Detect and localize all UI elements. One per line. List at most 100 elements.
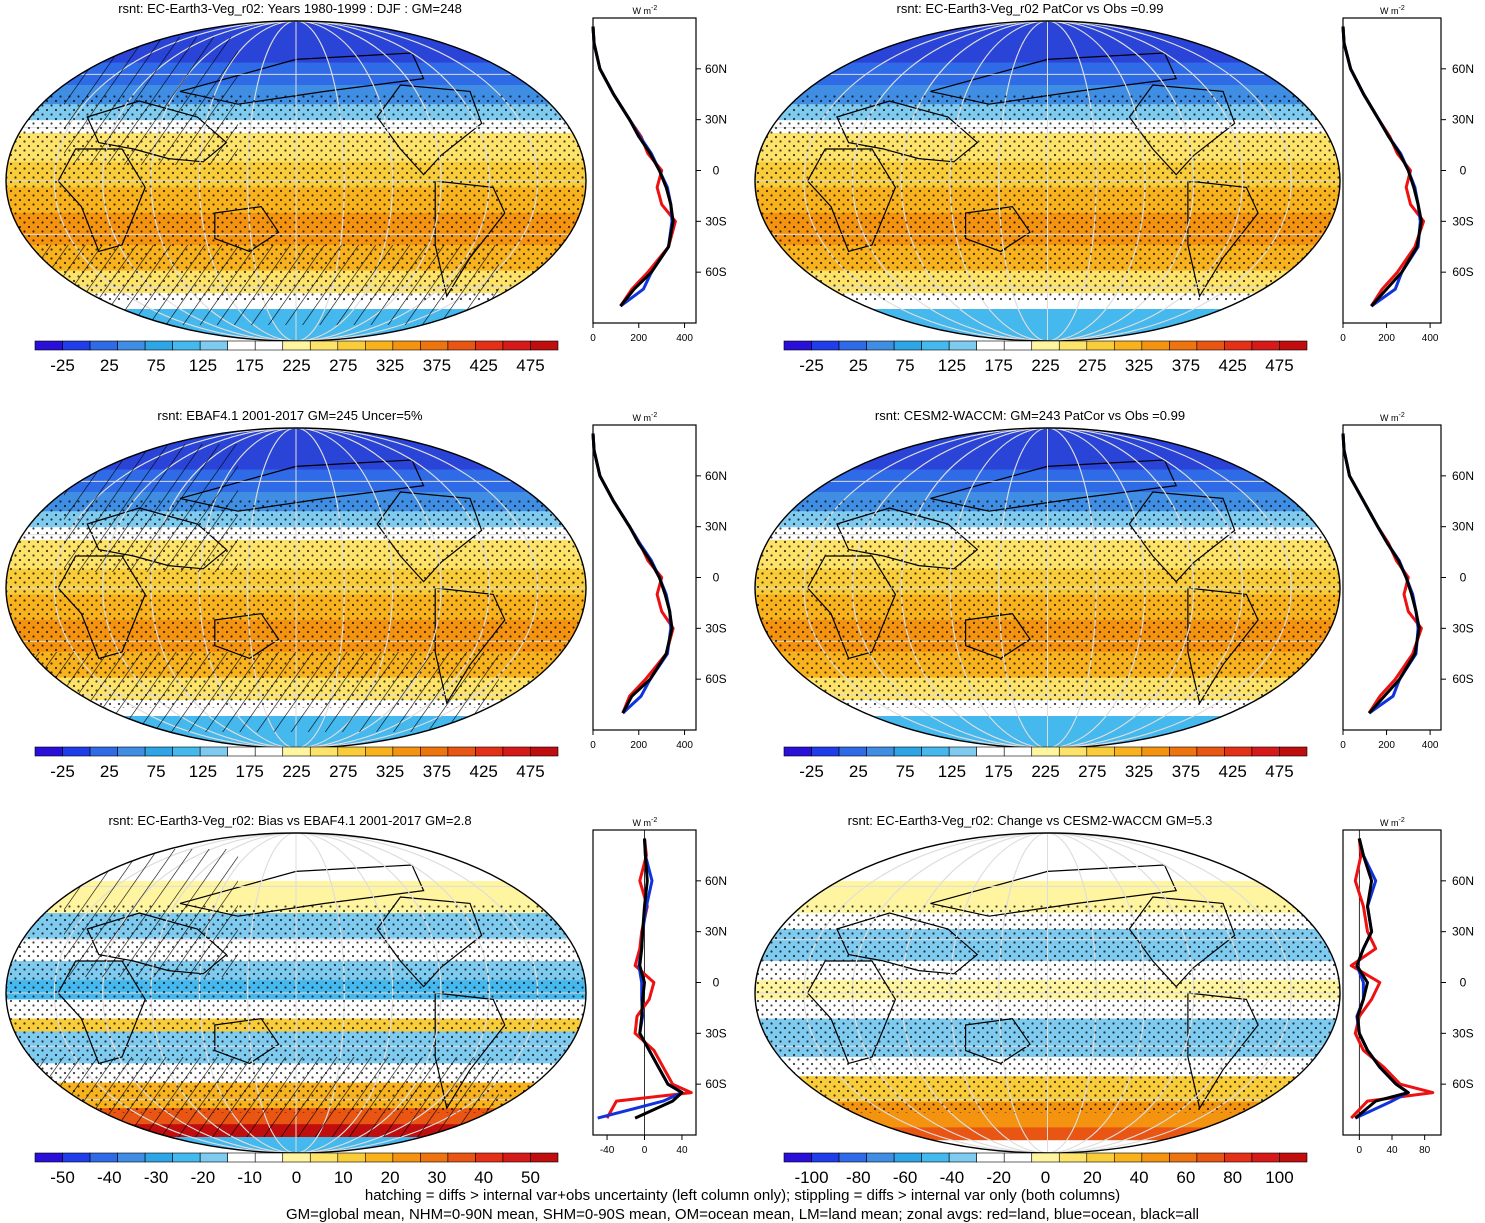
lat-label: 30N: [1452, 925, 1474, 939]
colorbar-swatch: [530, 340, 559, 351]
x-tick-label: 400: [676, 740, 693, 751]
colorbar-label: 225: [282, 356, 310, 375]
footer-line-1: hatching = diffs > internal var+obs unce…: [364, 1187, 1121, 1204]
footer-line-2: GM=global mean, NHM=0-90N mean, SHM=0-90…: [285, 1206, 1199, 1223]
colorbar-label: 225: [282, 762, 310, 781]
colorbar-label: 75: [147, 762, 166, 781]
colorbar-swatch: [1224, 746, 1253, 757]
colorbar-swatch: [1058, 340, 1088, 351]
colorbar-label: 25: [849, 762, 868, 781]
colorbar-label: 425: [469, 356, 497, 375]
colorbar-swatch: [282, 340, 311, 351]
colorbar-swatch: [144, 1152, 173, 1163]
units-label: W m-2: [1380, 412, 1405, 423]
colorbar-swatch: [838, 340, 867, 351]
colorbar-label: 325: [1125, 762, 1153, 781]
lat-label: 60S: [1452, 672, 1473, 686]
colorbar-swatch: [1141, 1152, 1170, 1163]
colorbar-label: 175: [985, 356, 1013, 375]
x-tick-label: 0: [1340, 740, 1346, 751]
profile-frame: [592, 17, 697, 324]
map-p5: [6, 833, 586, 1153]
hatching: [35, 245, 499, 325]
stippling: [755, 500, 1340, 708]
colorbar-swatch: [62, 746, 91, 757]
colorbar-label: 325: [376, 762, 404, 781]
colorbar-swatch: [893, 1152, 922, 1163]
colorbar-label: -80: [846, 1168, 871, 1187]
colorbar-label: 75: [147, 356, 166, 375]
colorbar-label: 100: [1265, 1168, 1293, 1187]
colorbar-label: 425: [469, 762, 497, 781]
colorbar-label: 375: [423, 762, 451, 781]
colorbar-swatch: [1114, 340, 1143, 351]
colorbar-label: 20: [381, 1168, 400, 1187]
colorbar-swatch: [948, 1152, 977, 1163]
colorbar-swatch: [117, 1152, 146, 1163]
colorbar-swatch: [117, 340, 146, 351]
colorbar-swatch: [337, 746, 366, 757]
zonal-profile-p3: W m-2 60N 30N 0 30S 60S 0 200 400: [590, 412, 727, 751]
colorbar-swatch: [89, 1152, 118, 1163]
profile-frame: [1342, 424, 1442, 731]
stippling: [755, 93, 1340, 301]
profile-series-all: [591, 433, 674, 714]
colorbar-swatch: [811, 340, 840, 351]
colorbar-label: -50: [50, 1168, 75, 1187]
x-tick-label: 400: [1422, 333, 1439, 344]
colorbar-label: -10: [237, 1168, 262, 1187]
x-tick-label: 40: [1386, 1145, 1398, 1156]
colorbar-swatch: [365, 746, 394, 757]
colorbar-swatch: [34, 746, 63, 757]
zonal-profile-p2: W m-2 60N 30N 0 30S 60S 0 200 400: [1340, 5, 1474, 344]
colorbar-swatch: [89, 746, 118, 757]
hatching: [35, 652, 499, 732]
hatching: [35, 1057, 499, 1137]
colorbar-label: 40: [1130, 1168, 1149, 1187]
colorbar-label: 425: [1218, 356, 1246, 375]
lat-label: 60N: [705, 62, 727, 76]
map-p3: [6, 428, 586, 748]
colorbar-label: -20: [191, 1168, 216, 1187]
colorbar-swatch: [172, 340, 201, 351]
colorbar-swatch: [475, 746, 504, 757]
colorbar-swatch: [783, 746, 812, 757]
panel-title: rsnt: CESM2-WACCM: GM=243 PatCor vs Obs …: [875, 408, 1185, 423]
x-tick-label: 400: [676, 333, 693, 344]
x-tick-label: 200: [630, 333, 647, 344]
colorbar-swatch: [783, 1152, 812, 1163]
colorbar-swatch: [89, 340, 118, 351]
lat-label: 0: [713, 164, 720, 178]
lat-label: 60S: [1452, 1077, 1473, 1091]
colorbar-swatch: [199, 340, 228, 351]
colorbar-swatch: [838, 746, 867, 757]
lat-label: 60N: [705, 469, 727, 483]
colorbar-label: 375: [1172, 762, 1200, 781]
colorbar-swatch: [921, 746, 950, 757]
profile-series-all: [1341, 26, 1423, 308]
hatching: [64, 849, 238, 977]
map-p2: [755, 21, 1340, 341]
panel-title: rsnt: EC-Earth3-Veg_r02: Bias vs EBAF4.1…: [108, 813, 471, 828]
colorbar-swatch: [1196, 746, 1225, 757]
colorbar-swatch: [447, 340, 476, 351]
colorbar-label: 80: [1223, 1168, 1242, 1187]
colorbar-swatch: [921, 1152, 950, 1163]
x-tick-label: 0: [1340, 333, 1346, 344]
profile-series-all: [634, 838, 684, 1120]
colorbar-label: 275: [1078, 356, 1106, 375]
colorbar-swatch: [1279, 746, 1308, 757]
colorbar-label: 275: [329, 356, 357, 375]
panel-title: rsnt: EC-Earth3-Veg_r02: Years 1980-1999…: [118, 1, 462, 16]
colorbar-swatch: [309, 340, 339, 351]
colorbar-swatch: [1279, 1152, 1308, 1163]
x-tick-label: 200: [1378, 333, 1395, 344]
colorbar-p5: -50 -40 -30 -20 -10 0 10 20 30 40 50: [34, 1152, 559, 1187]
colorbar-label: -25: [799, 762, 824, 781]
colorbar-swatch: [337, 1152, 366, 1163]
colorbar-label: -25: [799, 356, 824, 375]
colorbar-swatch: [34, 340, 63, 351]
lat-label: 60S: [705, 672, 726, 686]
colorbar-swatch: [1031, 746, 1060, 757]
